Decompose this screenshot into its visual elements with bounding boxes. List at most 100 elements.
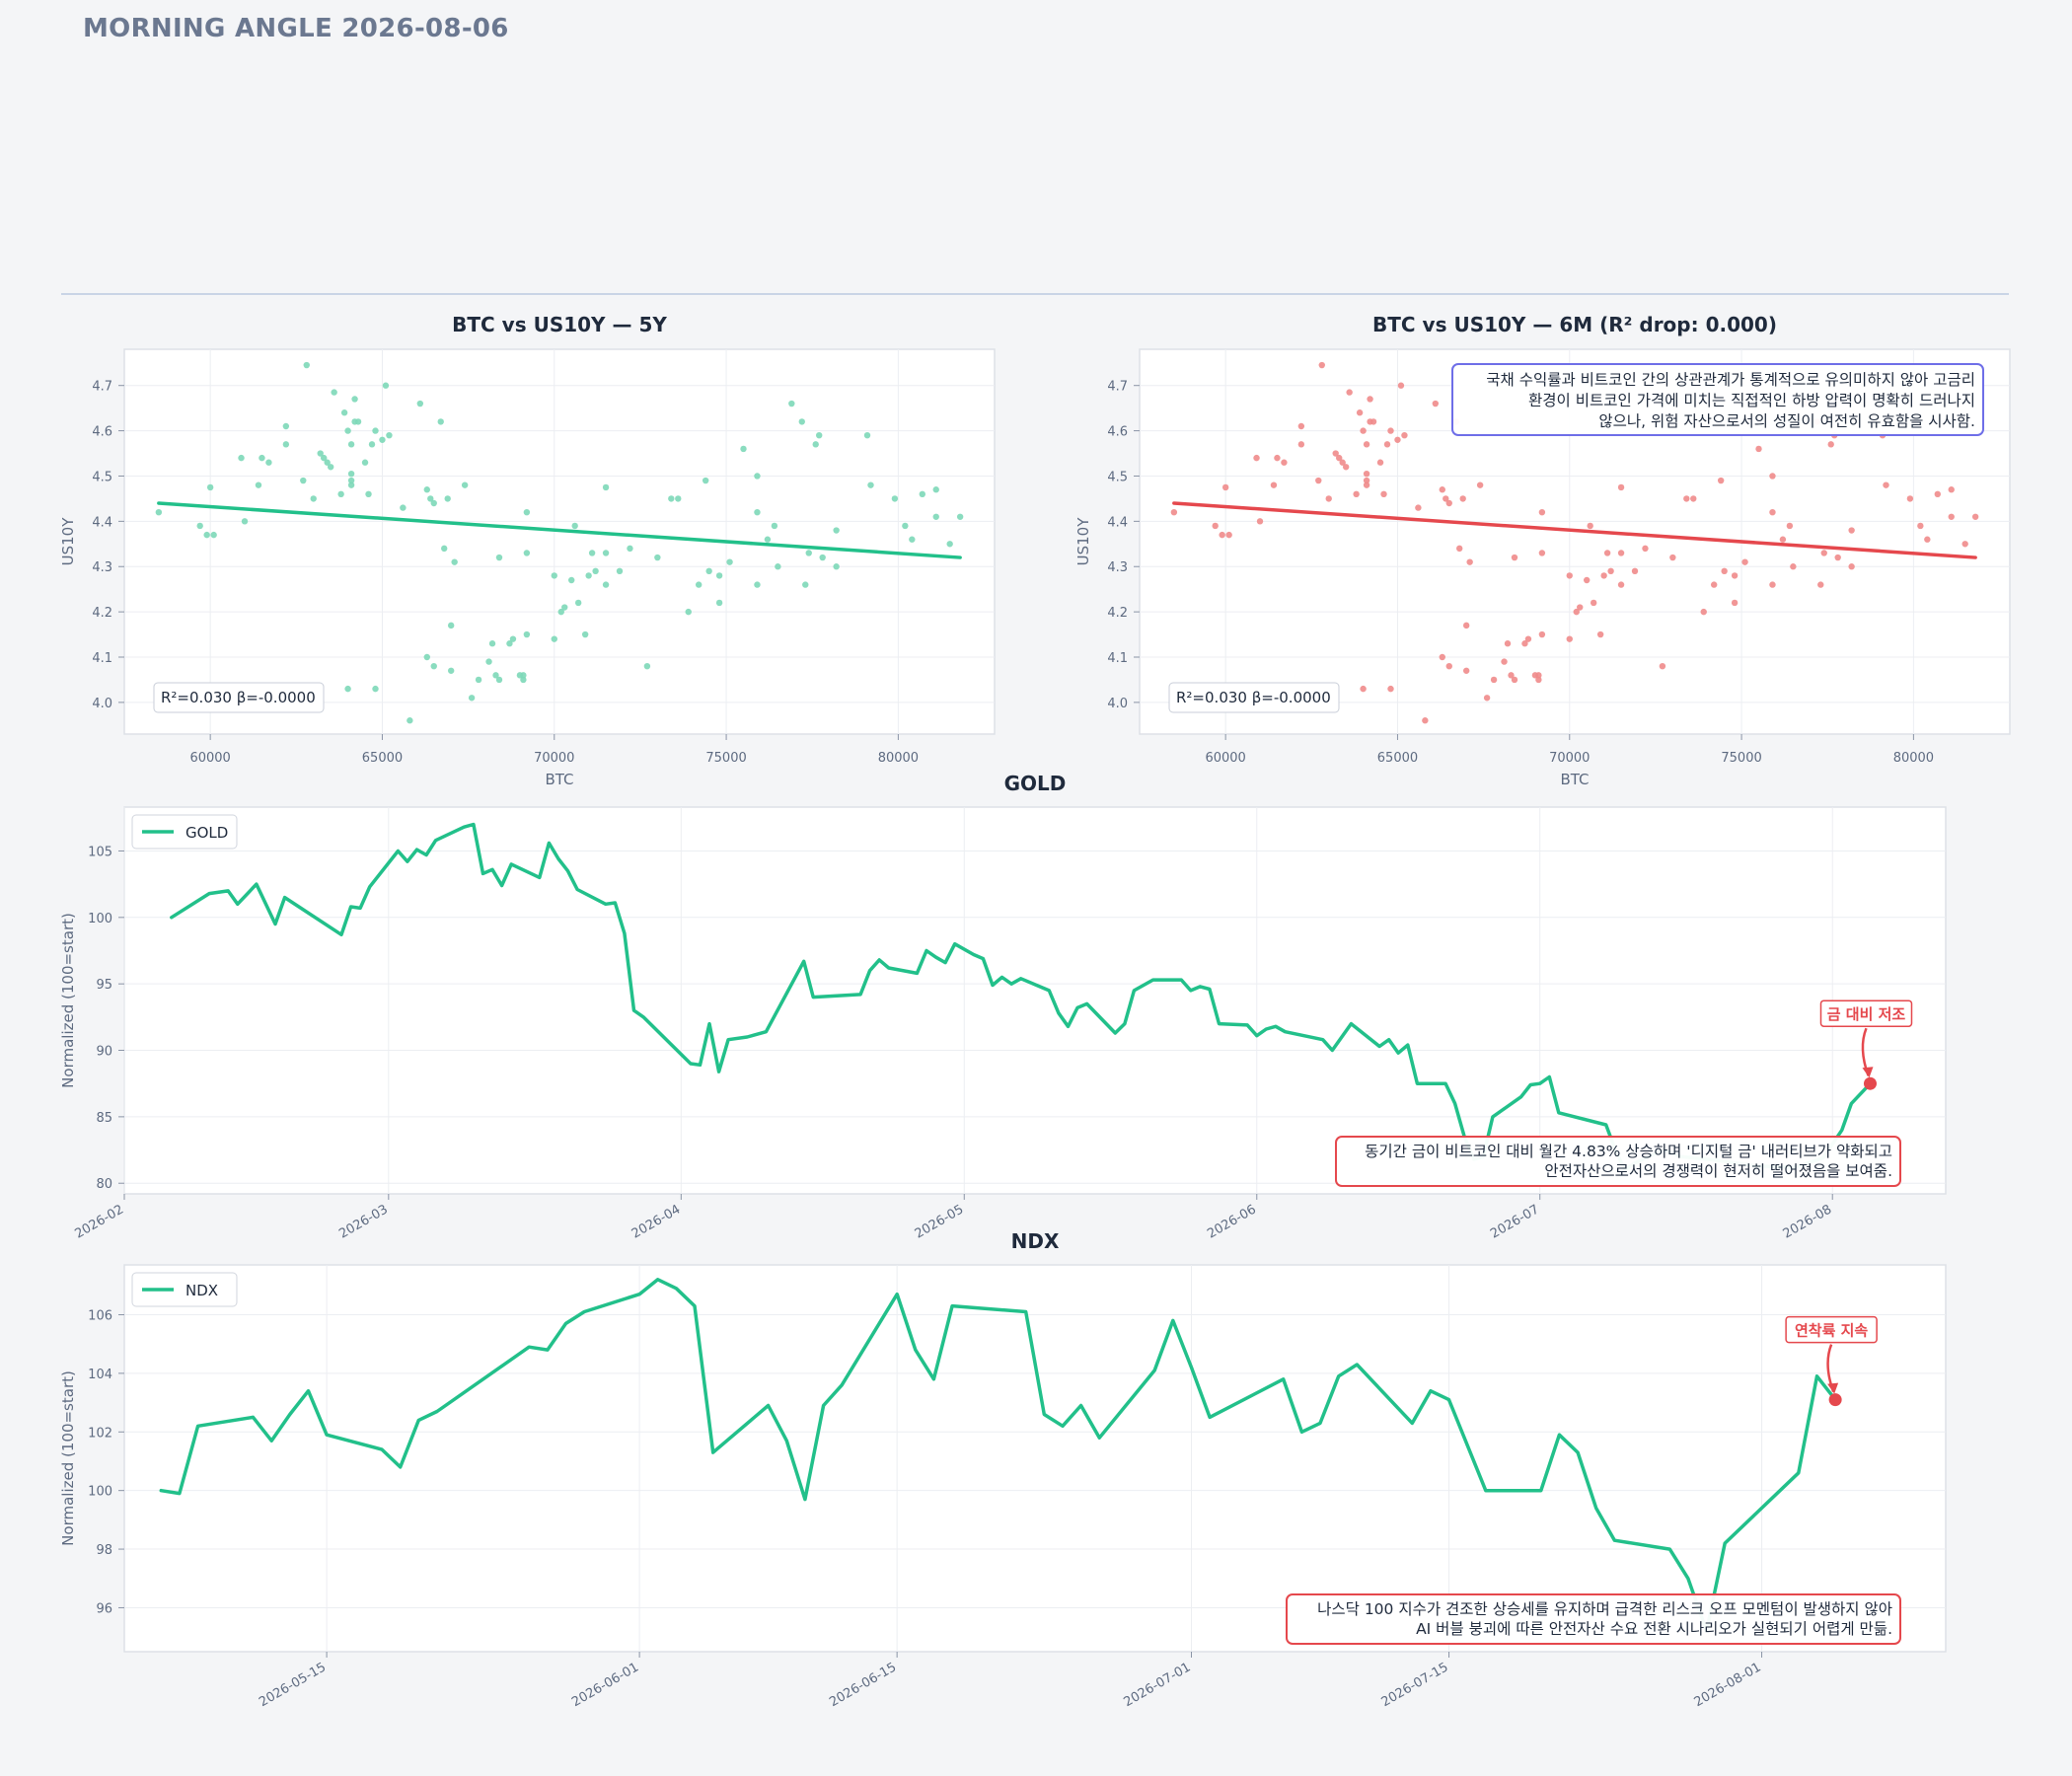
y-tick-label: 4.7 — [1107, 380, 1128, 395]
scatter-point — [1566, 572, 1573, 579]
scatter-point — [1297, 441, 1305, 448]
regression-line — [1172, 501, 1977, 559]
legend-label: NDX — [185, 1282, 218, 1299]
scatter-point — [509, 635, 517, 642]
scatter-point — [551, 635, 557, 642]
scatter-point — [819, 554, 826, 561]
y-tick-label: 4.2 — [92, 606, 112, 621]
scatter-point — [1573, 608, 1580, 616]
scatter-point — [1906, 495, 1914, 502]
scatter-point — [1721, 567, 1728, 575]
y-tick-label: 4.7 — [92, 380, 112, 395]
annotation-text: 안전자산으로서의 경쟁력이 현저히 떨어졌음을 보여줌. — [1544, 1162, 1892, 1180]
scatter-point — [1669, 554, 1676, 561]
scatter-point — [265, 459, 272, 466]
scatter-point — [485, 658, 492, 665]
scatter-point — [1683, 495, 1690, 502]
scatter-point — [1511, 554, 1518, 561]
stat-label: R²=0.030 β=-0.0000 — [1176, 689, 1331, 706]
x-tick-label: 60000 — [189, 751, 230, 766]
scatter-point — [1848, 527, 1855, 534]
scatter-point — [310, 495, 317, 502]
scatter-point — [1790, 563, 1797, 570]
scatter-point — [506, 640, 513, 647]
scatter-point — [444, 495, 451, 502]
scatter-point — [437, 418, 444, 425]
scatter-point — [1360, 685, 1367, 693]
annotation-text: 않으나, 위험 자산으로서의 성질이 여전히 유효함을 시사함. — [1598, 412, 1975, 430]
y-tick-label: 80 — [96, 1177, 112, 1192]
scatter-point — [347, 470, 355, 478]
scatter-point — [1834, 554, 1841, 561]
y-tick-label: 102 — [88, 1426, 112, 1441]
scatter-point — [754, 508, 761, 516]
scatter-point — [303, 361, 310, 369]
scatter-point — [1363, 477, 1370, 484]
scatter-point — [347, 481, 355, 488]
annotation-text: 나스닥 100 지수가 견조한 상승세를 유지하며 급격한 리스크 오프 모멘텀… — [1317, 1600, 1892, 1618]
scatter-point — [705, 567, 712, 575]
x-tick-label: 2026-05 — [913, 1202, 967, 1241]
scatter-point — [1924, 536, 1931, 543]
scatter-point — [1422, 717, 1429, 724]
scatter-point — [588, 550, 596, 556]
scatter-point — [1769, 473, 1776, 480]
scatter-point — [386, 431, 393, 439]
scatter-point — [347, 441, 355, 448]
scatter-point — [1642, 545, 1649, 553]
scatter-point — [441, 545, 448, 553]
scatter-point — [520, 676, 527, 684]
y-tick-label: 106 — [88, 1308, 112, 1323]
scatter-point — [210, 531, 217, 539]
scatter-point — [1617, 483, 1625, 491]
ndx-chart: NDX 2026-05-15 2026-06-01 2026-06-15 2026-07… — [59, 1229, 1947, 1710]
y-tick-label: 4.6 — [1107, 425, 1128, 440]
x-tick-label: 2026-07-01 — [1122, 1660, 1194, 1710]
scatter-point — [1700, 608, 1707, 616]
scatter-point — [241, 518, 249, 525]
x-tick-label: 65000 — [1377, 751, 1418, 766]
scatter-point — [919, 490, 925, 498]
scatter-point — [317, 450, 324, 457]
scatter-point — [1961, 541, 1968, 548]
y-tick-label: 4.5 — [92, 470, 112, 484]
y-axis-label: US10Y — [1074, 517, 1092, 566]
scatter-point — [1531, 672, 1539, 679]
scatter-point — [1769, 508, 1776, 516]
x-tick-label: 2026-06 — [1205, 1202, 1259, 1241]
y-tick-label: 4.4 — [1107, 515, 1128, 530]
x-tick-label: 2026-05-15 — [257, 1660, 329, 1710]
y-tick-label: 105 — [88, 845, 112, 859]
stat-box — [153, 682, 325, 713]
scatter-point — [447, 622, 455, 629]
scatter-point — [1342, 464, 1350, 471]
scatter-point — [902, 522, 909, 530]
scatter-point — [1445, 499, 1452, 507]
scatter-point — [1363, 441, 1370, 448]
scatter-point — [1817, 581, 1824, 588]
scatter-point — [372, 427, 379, 434]
x-tick-label: 2026-03 — [336, 1202, 391, 1241]
annotation-box — [1286, 1593, 1901, 1645]
scatter-point — [1394, 436, 1401, 443]
scatter-point — [602, 550, 610, 556]
scatter-point — [1383, 441, 1391, 448]
scatter-point — [1590, 599, 1597, 607]
annotation-text: 국채 수익률과 비트코인 간의 상관관계가 통계적으로 유의미하지 않아 고금리 — [1486, 371, 1975, 389]
scatter-point — [1596, 630, 1604, 638]
scatter-point — [1332, 450, 1339, 457]
scatter-point — [1339, 459, 1346, 466]
x-tick-label: 2026-04 — [629, 1202, 684, 1241]
scatter-point — [282, 441, 290, 448]
scatter-point — [715, 572, 723, 579]
scatter-point — [337, 490, 344, 498]
scatter-point — [816, 431, 823, 439]
scatter-point — [1219, 531, 1225, 539]
scatter-point — [1356, 409, 1364, 416]
y-tick-label: 4.3 — [1107, 560, 1128, 575]
y-tick-label: 100 — [88, 1485, 112, 1500]
scatter-point — [255, 481, 262, 488]
highlight-label: 연착륙 지속 — [1795, 1322, 1868, 1340]
scatter-point — [430, 662, 437, 670]
scatter-point — [1297, 422, 1305, 430]
